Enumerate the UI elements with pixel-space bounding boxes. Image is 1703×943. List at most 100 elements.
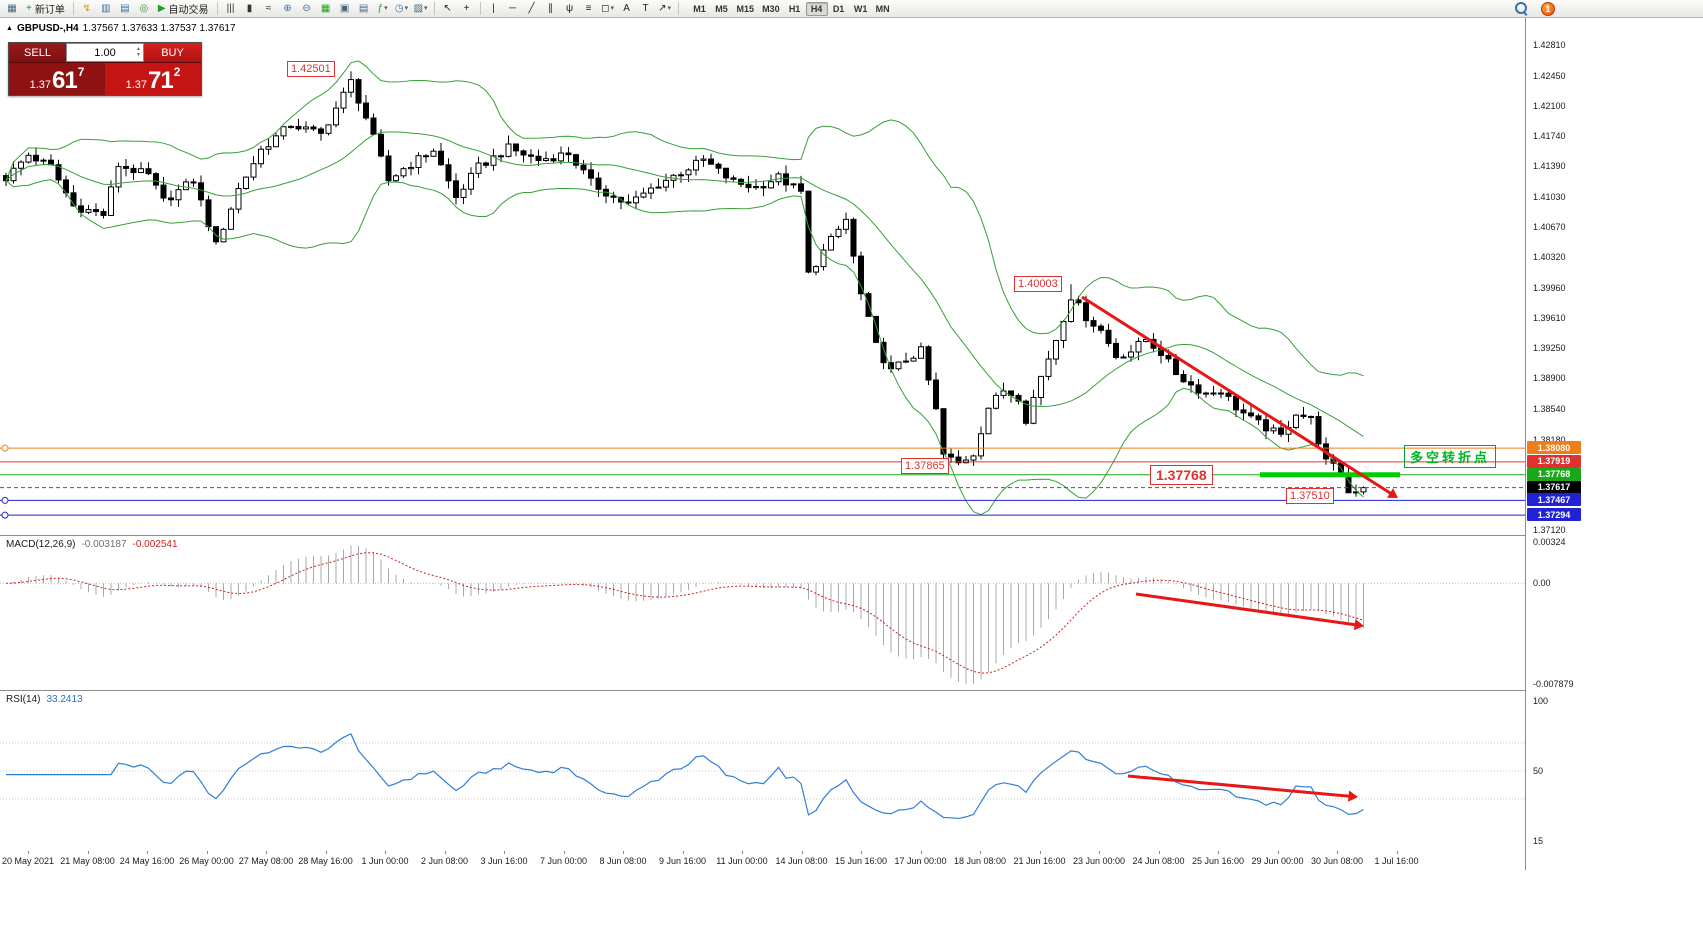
horizontal-line-icon[interactable]: ─ — [504, 1, 522, 16]
zoom-in-icon[interactable]: ⊕ — [279, 1, 297, 16]
timeframe-M5[interactable]: M5 — [715, 3, 728, 14]
price-badge: 1.37617 — [1527, 480, 1581, 494]
volume-value: 1.00 — [94, 46, 116, 59]
buy-price[interactable]: 1.37 71 2 — [105, 63, 201, 95]
arrange-windows-icon[interactable]: ▤ — [355, 1, 373, 16]
sell-price[interactable]: 1.37 61 7 — [9, 63, 105, 95]
periods-icon-dropdown-icon[interactable]: ▾ — [404, 5, 409, 12]
price-annotation-label[interactable]: 1.37510 — [1286, 488, 1334, 504]
text-label-icon[interactable]: T — [637, 1, 655, 16]
time-axis-label: 28 May 16:00 — [298, 856, 353, 866]
toolbar-separator — [479, 2, 481, 15]
time-axis[interactable]: 20 May 2021 21 May 08:00 24 May 16:00 26 Ma… — [0, 851, 1525, 870]
tile-windows-icon[interactable]: ▦ — [317, 1, 335, 16]
main-macd-divider[interactable] — [0, 535, 1590, 536]
macd-signal-line — [5, 552, 1364, 674]
macd-rsi-divider[interactable] — [0, 690, 1590, 691]
trend-arrow-head — [1353, 619, 1364, 631]
price-axis-tick: 1.42100 — [1533, 100, 1566, 111]
indicators-icon-dropdown-icon[interactable]: ▾ — [384, 5, 388, 12]
bollinger-upper — [5, 60, 1364, 377]
turning-point-label[interactable]: 多空转折点 — [1404, 445, 1497, 468]
price-axis-tick: 1.41390 — [1533, 161, 1566, 172]
macd-indicator-canvas[interactable] — [0, 536, 1525, 690]
price-axis[interactable]: 1.42810 1.42450 1.42100 1.41740 1.41390 1.410… — [1526, 18, 1590, 870]
channel-icon[interactable]: ∥ — [542, 1, 560, 16]
time-axis-tick — [980, 851, 981, 854]
macd-axis-label: 0.00 — [1533, 578, 1551, 589]
arrows-tool-icon-dropdown-icon[interactable]: ▾ — [667, 5, 671, 12]
timeframe-D1[interactable]: D1 — [832, 3, 845, 14]
price-annotation-label[interactable]: 1.37865 — [901, 458, 949, 474]
time-axis-label: 24 Jun 08:00 — [1132, 856, 1185, 866]
notification-badge[interactable]: 1 — [1541, 1, 1555, 16]
crosshair-icon[interactable]: + — [458, 1, 476, 16]
rsi-indicator-canvas[interactable] — [0, 691, 1525, 851]
new-order-button[interactable]: + 新订单 — [22, 1, 69, 16]
sell-price-prefix: 1.37 — [29, 79, 52, 91]
market-watch-icon[interactable]: ▥ — [97, 1, 115, 16]
price-badge: 1.37919 — [1527, 454, 1581, 468]
timeframe-H4[interactable]: H4 — [805, 1, 828, 16]
main-chart-canvas[interactable] — [0, 18, 1525, 535]
shapes-icon[interactable]: ◻ ▾ — [599, 1, 617, 16]
timeframe-W1[interactable]: W1 — [853, 3, 868, 14]
sell-button[interactable]: SELL — [9, 43, 66, 62]
time-axis-label: 2 Jun 08:00 — [420, 856, 469, 866]
toolbar-right-group: 1 — [1514, 1, 1555, 16]
time-axis-label: 20 May 2021 — [1, 856, 55, 866]
cascade-windows-icon[interactable]: ▣ — [336, 1, 354, 16]
volume-input[interactable]: 1.00 ▲ ▼ — [66, 43, 144, 62]
search-icon[interactable] — [1514, 1, 1529, 16]
price-axis-tick: 1.40320 — [1533, 252, 1566, 263]
vertical-line-icon[interactable]: | — [485, 1, 503, 16]
time-axis-label: 3 Jun 16:00 — [480, 856, 528, 866]
templates-icon-dropdown-icon[interactable]: ▾ — [424, 5, 428, 12]
trade-panel-row2: 1.37 61 7 1.37 71 2 — [9, 63, 201, 95]
zoom-out-icon[interactable]: ⊖ — [298, 1, 316, 16]
line-chart-icon[interactable]: ≈ — [260, 1, 278, 16]
navigator-icon[interactable]: ◎ — [135, 1, 153, 16]
volume-spinner[interactable]: ▲ ▼ — [136, 47, 141, 58]
bar-chart-icon[interactable]: ||| — [222, 1, 240, 16]
shapes-icon-dropdown-icon[interactable]: ▾ — [610, 5, 614, 12]
periods-icon[interactable]: ◷ ▾ — [393, 1, 411, 16]
text-icon[interactable]: A — [618, 1, 636, 16]
timeframe-M15[interactable]: M15 — [736, 3, 755, 14]
indicators-icon: ƒ — [377, 3, 384, 14]
timeframe-M1[interactable]: M1 — [693, 3, 706, 14]
auto-trading-button[interactable]: ▶ 自动交易 — [154, 1, 213, 16]
price-axis-tick: 1.39610 — [1533, 312, 1566, 323]
price-badge: 1.37467 — [1527, 493, 1581, 507]
macd-signal-value: -0.002541 — [132, 539, 178, 550]
candlestick-chart-icon[interactable]: ▮ — [241, 1, 259, 16]
time-axis-label: 17 Jun 00:00 — [894, 856, 947, 866]
timeframe-M30[interactable]: M30 — [762, 3, 780, 14]
collapse-arrow-icon[interactable]: ▲ — [6, 25, 13, 32]
templates-icon[interactable]: ▨ ▾ — [412, 1, 430, 16]
chart-window-icon[interactable]: ▦ — [3, 1, 21, 16]
arrows-tool-icon[interactable]: ↗ ▾ — [656, 1, 674, 16]
timeframe-MN[interactable]: MN — [875, 3, 890, 14]
periods-icon: ◷ — [394, 3, 404, 14]
data-window-icon[interactable]: ▤ — [116, 1, 134, 16]
fibonacci-icon[interactable]: ≡ — [580, 1, 598, 16]
timeframe-H1[interactable]: H1 — [788, 3, 801, 14]
buy-button[interactable]: BUY — [144, 43, 201, 62]
spin-down-icon[interactable]: ▼ — [136, 52, 141, 58]
spin-up-icon[interactable]: ▲ — [136, 46, 141, 52]
trendline-icon[interactable]: ╱ — [523, 1, 541, 16]
bollinger-lower — [5, 179, 1364, 516]
candlestick-chart-icon: ▮ — [246, 3, 253, 14]
symbol-name: GBPUSD-,H4 — [16, 23, 79, 34]
alerts-icon[interactable]: ↯ — [78, 1, 96, 16]
pitchfork-icon[interactable]: ψ — [561, 1, 579, 16]
vertical-line-icon: | — [492, 3, 495, 14]
time-axis-label: 7 Jun 00:00 — [539, 856, 588, 866]
price-annotation-label[interactable]: 1.37768 — [1150, 465, 1213, 485]
price-annotation-label[interactable]: 1.40003 — [1014, 276, 1062, 292]
sell-price-main: 61 — [52, 67, 78, 94]
cursor-icon[interactable]: ↖ — [439, 1, 457, 16]
indicators-icon[interactable]: ƒ ▾ — [374, 1, 392, 16]
price-annotation-label[interactable]: 1.42501 — [287, 61, 335, 77]
